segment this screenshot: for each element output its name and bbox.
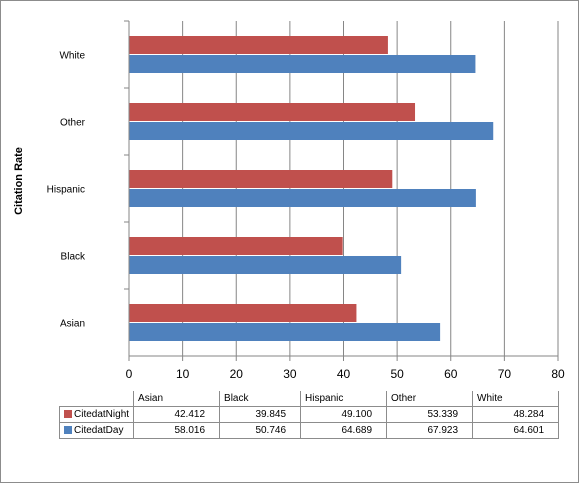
data-table-header-cell: Hispanic (300, 391, 388, 407)
data-cell: 64.689 (300, 422, 388, 439)
bar-CitedatNight-Black (129, 237, 343, 255)
legend-label-night: CitedatNight (74, 409, 130, 420)
legend-key-day (64, 426, 72, 434)
data-cell: 48.284 (472, 406, 560, 423)
data-cell: 58.016 (133, 422, 221, 439)
bar-CitedatDay-White (129, 55, 476, 73)
bars (129, 36, 494, 341)
data-table-corner (60, 391, 134, 407)
data-cell: 53.339 (386, 406, 474, 423)
bar-CitedatDay-Hispanic (129, 189, 476, 207)
x-tick-label: 20 (230, 367, 244, 381)
legend-entry-day: CitedatDay (58, 422, 135, 439)
data-table: Asian Black Hispanic Other White Citedat… (58, 391, 560, 439)
legend-entry-night: CitedatNight (58, 406, 135, 423)
category-label: Other (60, 118, 86, 129)
y-axis-title: Citation Rate (9, 131, 29, 231)
bar-chart: 0 10 20 30 40 50 60 70 80 Asian Black Hispanic Othe… (47, 20, 565, 381)
bar-CitedatNight-Hispanic (129, 170, 393, 188)
x-tick-label: 40 (337, 367, 351, 381)
data-table-header: Asian Black Hispanic Other White (60, 391, 560, 407)
data-table-header-cell: White (472, 391, 560, 407)
legend-key-night (64, 410, 72, 418)
data-table-header-cell: Asian (133, 391, 221, 407)
category-label: Black (61, 252, 86, 263)
category-label: White (59, 51, 85, 62)
data-table-row-night: CitedatNight 42.412 39.845 49.100 53.339… (58, 406, 560, 423)
x-tick-labels: 0 10 20 30 40 50 60 70 80 (126, 367, 565, 381)
data-cell: 50.746 (219, 422, 302, 439)
gridlines (182, 21, 559, 356)
bar-CitedatNight-White (129, 36, 388, 54)
bar-CitedatDay-Other (129, 122, 494, 140)
category-label: Hispanic (47, 185, 85, 196)
data-table-header-cell: Black (219, 391, 302, 407)
bar-CitedatNight-Asian (129, 304, 357, 322)
x-tick-label: 30 (283, 367, 297, 381)
data-table-header-cell: Other (386, 391, 474, 407)
data-cell: 64.601 (472, 422, 560, 439)
category-labels: Asian Black Hispanic Other White (47, 51, 86, 330)
legend-label-day: CitedatDay (74, 425, 124, 436)
data-cell: 39.845 (219, 406, 302, 423)
bar-CitedatNight-Other (129, 103, 416, 121)
category-label: Asian (60, 319, 85, 330)
x-tick-label: 80 (551, 367, 565, 381)
x-tick-label: 60 (444, 367, 458, 381)
bar-CitedatDay-Asian (129, 323, 441, 341)
x-tick-label: 0 (126, 367, 133, 381)
data-table-row-day: CitedatDay 58.016 50.746 64.689 67.923 6… (58, 422, 560, 439)
x-tick-label: 10 (176, 367, 190, 381)
bar-CitedatDay-Black (129, 256, 402, 274)
data-cell: 67.923 (386, 422, 474, 439)
y-axis-label: Citation Rate (13, 147, 25, 215)
x-tick-label: 50 (390, 367, 404, 381)
axes (124, 20, 559, 361)
data-cell: 42.412 (133, 406, 221, 423)
x-tick-label: 70 (498, 367, 512, 381)
data-cell: 49.100 (300, 406, 388, 423)
